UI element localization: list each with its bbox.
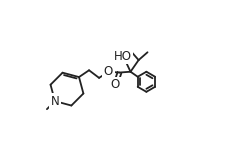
Text: HO: HO <box>114 50 131 63</box>
Text: N: N <box>51 95 59 108</box>
Text: O: O <box>104 65 113 78</box>
Text: O: O <box>111 78 120 91</box>
